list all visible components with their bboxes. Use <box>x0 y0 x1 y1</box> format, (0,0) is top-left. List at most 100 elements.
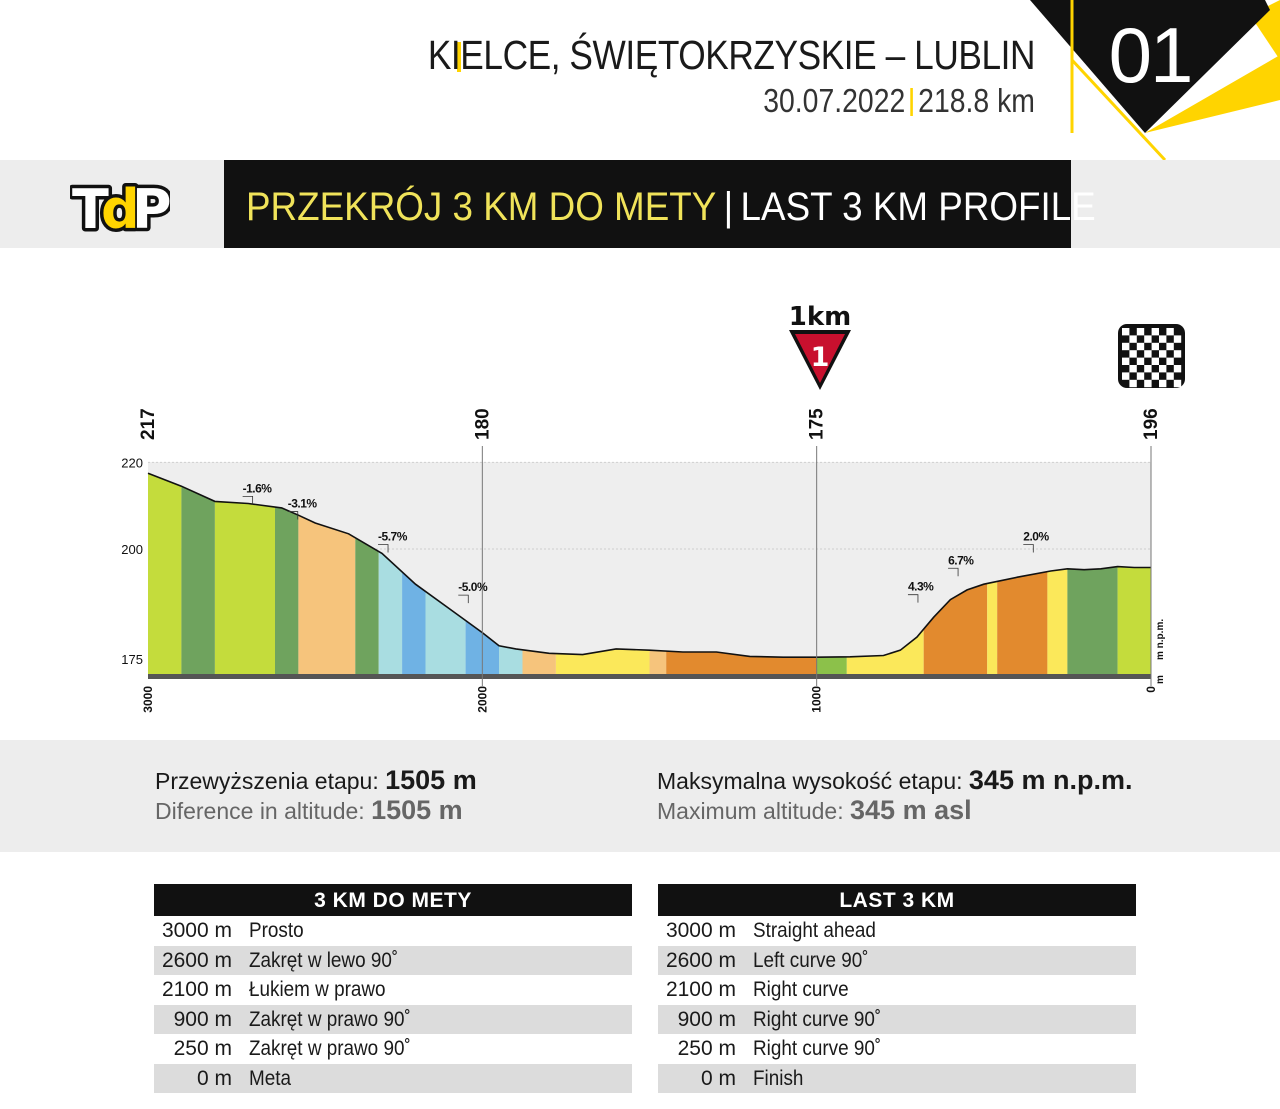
gradient-labels: -1.6% -3.1% -5.7% -5.0% 4.3% 6.7% 2.0% <box>242 481 1050 604</box>
svg-text:T: T <box>72 178 109 234</box>
row-description: Zakręt w prawo 90˚ <box>249 1037 411 1060</box>
gradient-label: -1.6% <box>243 481 273 495</box>
diff-altitude-pl: Przewyższenia etapu: 1505 m <box>155 765 477 796</box>
checker-square <box>1151 342 1159 351</box>
gradient-leader-line <box>907 594 919 603</box>
checker-square <box>1166 357 1174 365</box>
row-description: Zakręt w lewo 90˚ <box>249 948 399 972</box>
row-description: Left curve 90˚ <box>753 948 869 972</box>
checker-square <box>1166 328 1174 336</box>
x-tick-label: 2000 <box>475 686 489 713</box>
table-row: 900 m Zakręt w prawo 90˚ <box>154 1004 632 1034</box>
one-km-label: 1km <box>789 302 851 332</box>
tdp-logo: T d P T d P <box>70 178 170 234</box>
row-description: Straight ahead <box>753 919 876 942</box>
side-label-mnpm: m n.p.m. <box>1155 619 1166 660</box>
checker-square <box>1144 350 1152 358</box>
gradient-label: 4.3% <box>908 580 934 594</box>
row-description: Right curve 90˚ <box>753 1007 882 1031</box>
profile-segment <box>1067 566 1118 674</box>
checker-square <box>1122 372 1130 380</box>
table-row: 2600 m Left curve 90˚ <box>658 945 1136 975</box>
checker-square <box>1173 365 1182 373</box>
profile-segment <box>816 656 847 674</box>
gradient-label: -3.1% <box>288 497 318 511</box>
checker-square <box>1136 372 1145 380</box>
profile-segment <box>522 649 556 674</box>
profile-segment <box>846 629 924 674</box>
row-distance: 0 m <box>700 1066 736 1090</box>
checker-square <box>1129 379 1137 388</box>
table-en-title: LAST 3 KM <box>658 884 1136 916</box>
row-description: Prosto <box>249 919 304 942</box>
side-label-m: m <box>1155 675 1166 684</box>
route-title: KIELCE, ŚWIĘTOKRZYSKIE – LUBLIN <box>427 32 1036 78</box>
row-description: Right curve 90˚ <box>753 1037 882 1060</box>
y-axis-ticks: 175 200 220 <box>121 455 143 667</box>
checker-square <box>1173 350 1182 358</box>
table-en: LAST 3 KM 3000 m Straight ahead 2600 m Lef… <box>658 884 1136 1093</box>
profile-segment <box>1117 566 1151 674</box>
x-tick-label: 3000 <box>141 686 155 713</box>
checker-square <box>1159 335 1167 343</box>
diff-label-pl: Przewyższenia etapu: <box>155 768 379 794</box>
table-pl-title: 3 KM DO METY <box>154 884 632 916</box>
row-description: Meta <box>249 1066 292 1090</box>
checker-square <box>1166 372 1174 380</box>
row-distance: 2100 m <box>665 978 736 1001</box>
checker-square <box>1151 357 1159 365</box>
profile-segment <box>214 501 275 674</box>
table-row: 0 m Finish <box>658 1063 1136 1093</box>
max-label-en: Maximum altitude: <box>657 798 844 824</box>
gradient-leader-line <box>242 496 254 505</box>
checker-square <box>1136 328 1145 336</box>
diff-value-pl: 1505 m <box>385 765 477 795</box>
gradient-leader-line <box>287 511 299 520</box>
table-row: 3000 m Straight ahead <box>658 916 1136 946</box>
row-description: Łukiem w prawo <box>249 978 386 1001</box>
profile-segment <box>649 650 667 674</box>
checker-square <box>1144 335 1152 343</box>
profile-line <box>147 472 1151 658</box>
table-pl: 3 KM DO METY 3000 m Prosto 2600 m Zakręt w… <box>154 884 632 1093</box>
table-row: 0 m Meta <box>154 1063 632 1093</box>
badge-yellow-triangle <box>1145 55 1280 133</box>
row-distance: 2600 m <box>665 948 736 972</box>
checker-square <box>1151 372 1159 380</box>
svg-text:P: P <box>132 178 170 234</box>
checker-square <box>1159 350 1167 358</box>
stage-number: 01 <box>1108 11 1194 99</box>
band-title: PRZEKRÓJ 3 KM DO METY | LAST 3 KM PROFILE <box>246 185 1096 230</box>
max-value-en: 345 m asl <box>850 795 972 825</box>
subtitle-separator <box>910 88 914 116</box>
gradient-leader-line <box>1023 544 1034 553</box>
checker-square <box>1144 379 1152 388</box>
profile-segment <box>666 651 817 674</box>
row-distance: 250 m <box>173 1037 232 1060</box>
checker-square <box>1166 342 1174 351</box>
gradient-label: -5.7% <box>378 530 408 544</box>
row-distance: 3000 m <box>665 919 736 942</box>
profile-segment <box>181 486 215 674</box>
y-tick-label: 175 <box>121 652 143 667</box>
checker-square <box>1173 335 1182 343</box>
badge-yellow-diagonal <box>1070 58 1167 162</box>
title-accent-bar <box>457 42 461 72</box>
svg-text:d: d <box>101 178 140 234</box>
profile-segment <box>425 591 466 674</box>
stats-panel <box>0 740 1280 852</box>
point-altitude-label: 217 <box>138 408 159 440</box>
profile-segment <box>997 571 1048 674</box>
table-row: 3000 m Prosto <box>154 916 632 946</box>
checker-square <box>1129 350 1137 358</box>
checker-square <box>1136 357 1145 365</box>
row-distance: 2100 m <box>161 978 232 1001</box>
max-altitude-pl: Maksymalna wysokość etapu: 345 m n.p.m. <box>657 765 1132 796</box>
gradient-label: -5.0% <box>458 580 488 594</box>
profile-segment <box>275 507 299 674</box>
checker-square <box>1159 379 1167 388</box>
max-label-pl: Maksymalna wysokość etapu: <box>657 768 963 794</box>
profile-segment <box>987 581 998 674</box>
band-title-separator: | <box>723 185 734 229</box>
gradient-leader-line <box>458 594 469 604</box>
